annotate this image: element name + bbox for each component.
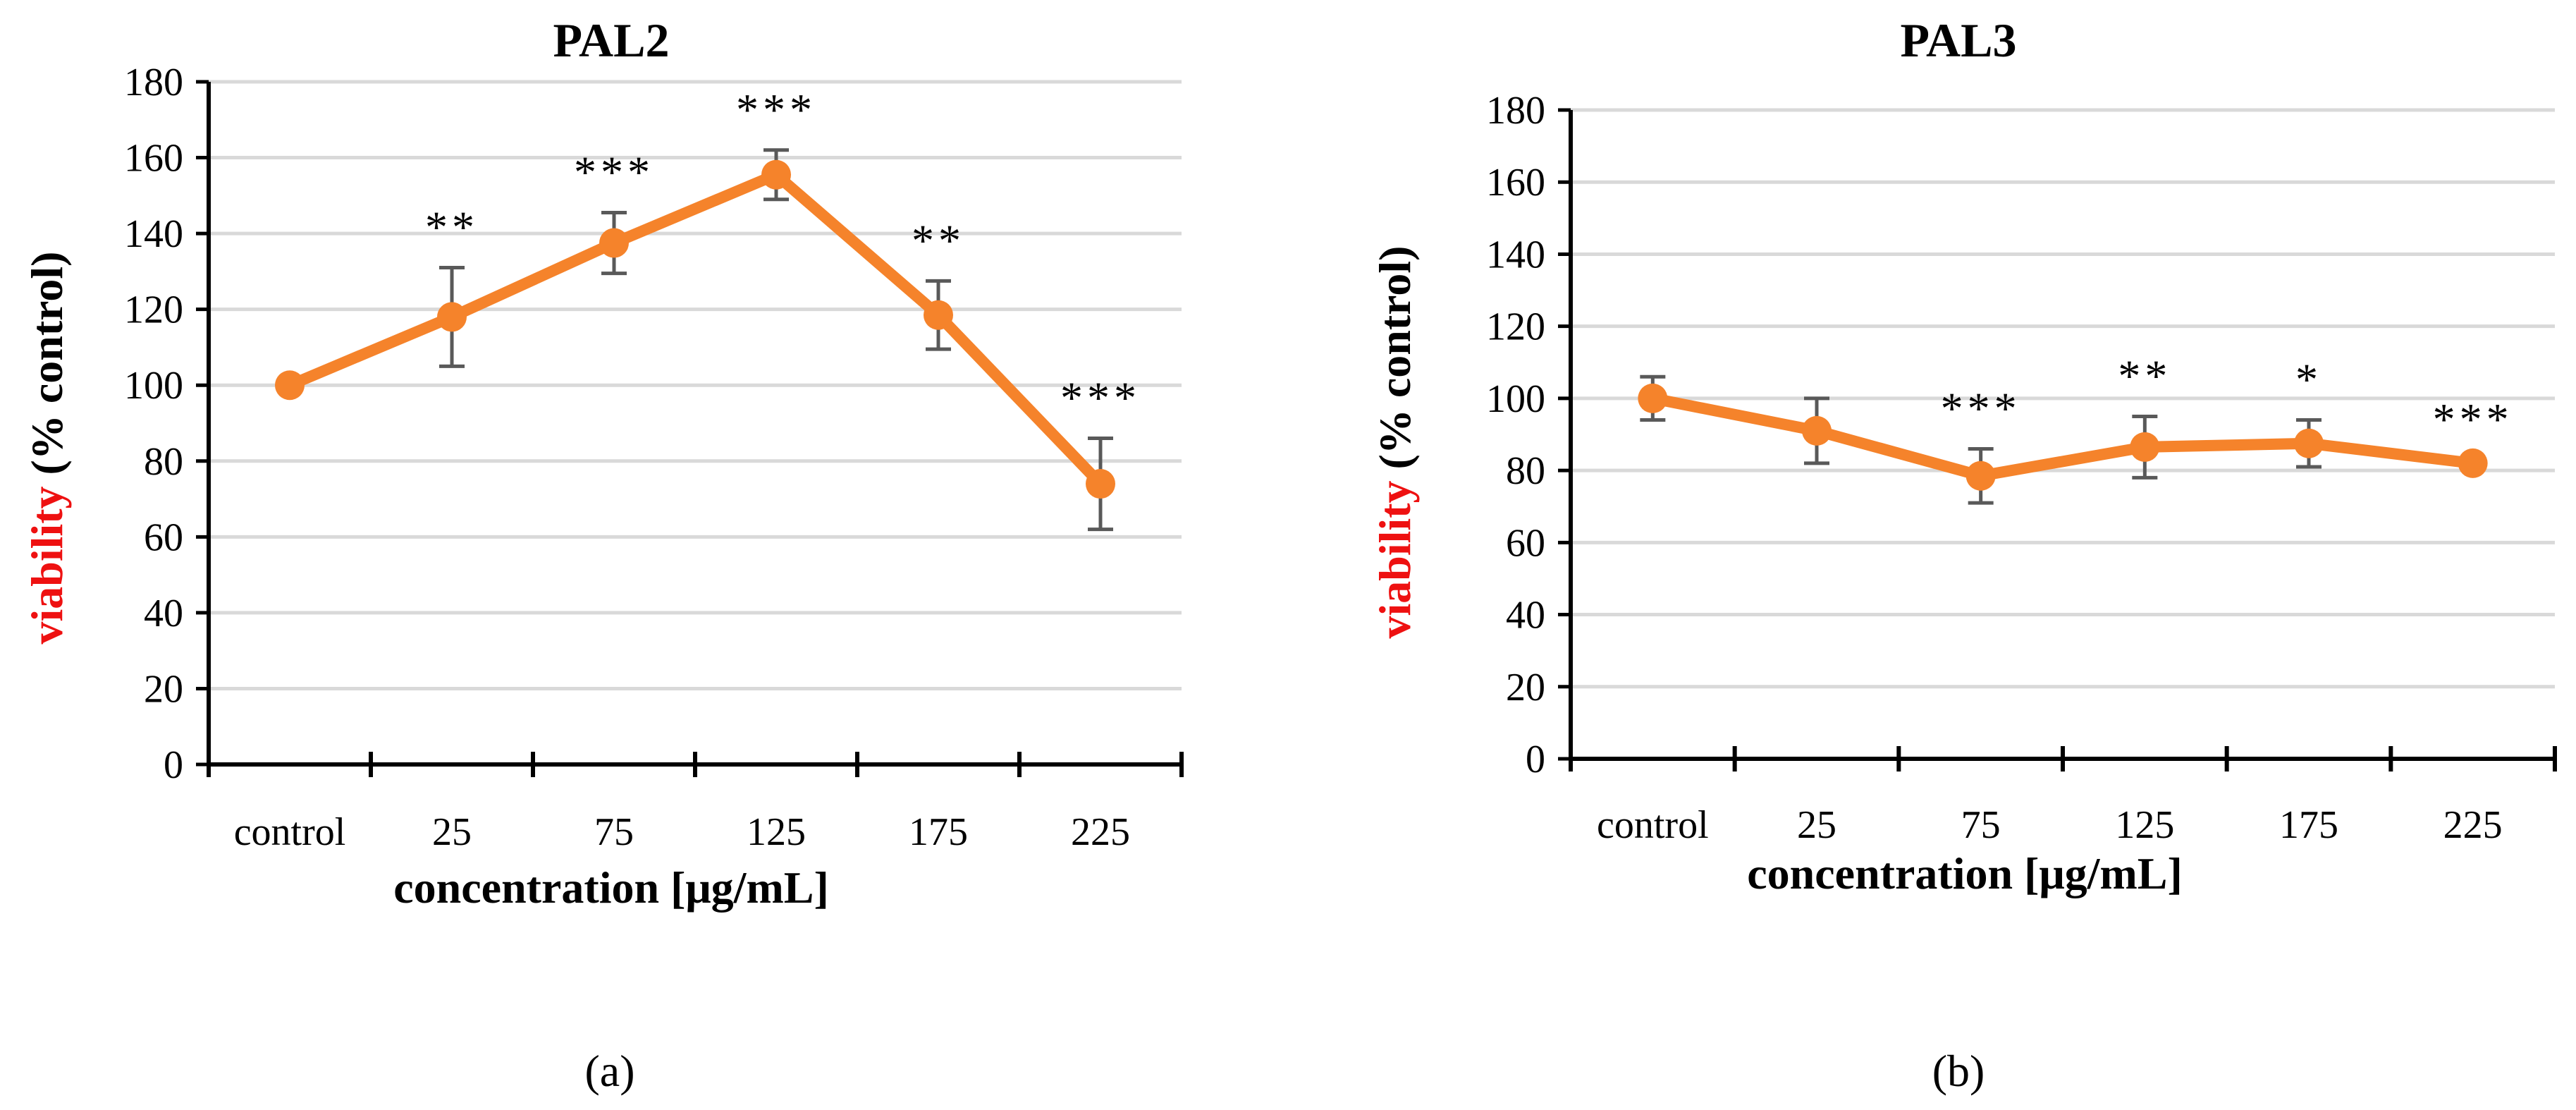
y-tick-label: 60 bbox=[1506, 521, 1545, 565]
y-tick-label: 40 bbox=[1506, 594, 1545, 638]
y-tick-label: 120 bbox=[124, 288, 183, 332]
data-point bbox=[437, 302, 467, 332]
data-point bbox=[2294, 428, 2324, 458]
y-axis-label: viability (% control) bbox=[22, 252, 72, 645]
panel-caption: (a) bbox=[584, 1046, 634, 1096]
significance-marker: * bbox=[2295, 355, 2322, 405]
significance-marker: *** bbox=[736, 85, 816, 135]
y-tick-label: 0 bbox=[1526, 738, 1545, 781]
x-category-label: 25 bbox=[432, 810, 472, 854]
y-tick-label: 180 bbox=[124, 61, 183, 104]
chart-title: PAL3 bbox=[1901, 13, 2017, 67]
data-point bbox=[761, 159, 791, 190]
x-category-label: 25 bbox=[1797, 803, 1836, 847]
x-category-label: control bbox=[234, 810, 346, 854]
data-point bbox=[599, 228, 629, 258]
series-line bbox=[1647, 392, 2479, 482]
y-tick-label: 140 bbox=[124, 212, 183, 256]
chart-panel-a: PAL2 viability (% control) concentration… bbox=[22, 13, 1184, 1096]
y-axis-label: viability (% control) bbox=[1370, 246, 1420, 639]
significance-marker: ** bbox=[425, 202, 479, 252]
data-point bbox=[1965, 461, 1996, 491]
x-category-label: 175 bbox=[2279, 803, 2338, 847]
y-tick-label: 20 bbox=[144, 667, 183, 711]
data-point bbox=[1802, 415, 1832, 446]
panel-caption: (b) bbox=[1932, 1046, 1985, 1096]
y-tick-label: 80 bbox=[1506, 449, 1545, 493]
x-category-label: 125 bbox=[2115, 803, 2174, 847]
series-line bbox=[284, 169, 1106, 490]
y-tick-label: 20 bbox=[1506, 666, 1545, 709]
chart-title: PAL2 bbox=[553, 13, 670, 67]
data-point bbox=[2458, 448, 2488, 478]
x-category-label: 225 bbox=[1071, 810, 1130, 854]
significance-marker: *** bbox=[574, 147, 654, 197]
data-point bbox=[1086, 469, 1115, 499]
y-tick-label: 120 bbox=[1486, 305, 1545, 349]
y-tick-label: 160 bbox=[124, 137, 183, 181]
x-axis-label: concentration [μg/mL] bbox=[393, 862, 829, 913]
significance-marker: ** bbox=[912, 215, 965, 265]
x-category-label: 75 bbox=[1961, 803, 2001, 847]
significance-marker: *** bbox=[1060, 373, 1141, 423]
y-axis-label-red: viability bbox=[22, 486, 72, 644]
y-tick-label: 80 bbox=[144, 440, 183, 484]
x-category-label: 225 bbox=[2443, 803, 2503, 847]
data-point bbox=[924, 300, 953, 330]
y-tick-label: 60 bbox=[144, 516, 183, 559]
y-tick-label: 100 bbox=[124, 364, 183, 408]
y-tick-label: 0 bbox=[164, 743, 183, 787]
y-tick-label: 40 bbox=[144, 592, 183, 635]
chart-panel-b: PAL3 viability (% control) concentration… bbox=[1370, 13, 2557, 1096]
data-point bbox=[275, 370, 305, 401]
x-category-label: 175 bbox=[909, 810, 968, 854]
x-category-label: 125 bbox=[747, 810, 806, 854]
y-axis-label-red: viability bbox=[1370, 480, 1420, 638]
significance-marker: *** bbox=[2433, 394, 2513, 444]
y-tick-label: 180 bbox=[1486, 89, 1545, 133]
data-point bbox=[2130, 432, 2160, 462]
x-category-label: 75 bbox=[594, 810, 634, 854]
y-tick-label: 160 bbox=[1486, 161, 1545, 205]
y-axis-label-rest: (% control) bbox=[22, 252, 72, 487]
y-tick-label: 140 bbox=[1486, 233, 1545, 276]
data-point bbox=[1638, 383, 1668, 413]
significance-marker: *** bbox=[1941, 383, 2021, 433]
significance-marker: ** bbox=[2118, 350, 2171, 401]
x-category-label: control bbox=[1597, 803, 1709, 847]
y-tick-label: 100 bbox=[1486, 377, 1545, 421]
x-axis-label: concentration [μg/mL] bbox=[1747, 848, 2183, 898]
y-axis-label-rest: (% control) bbox=[1370, 246, 1420, 481]
